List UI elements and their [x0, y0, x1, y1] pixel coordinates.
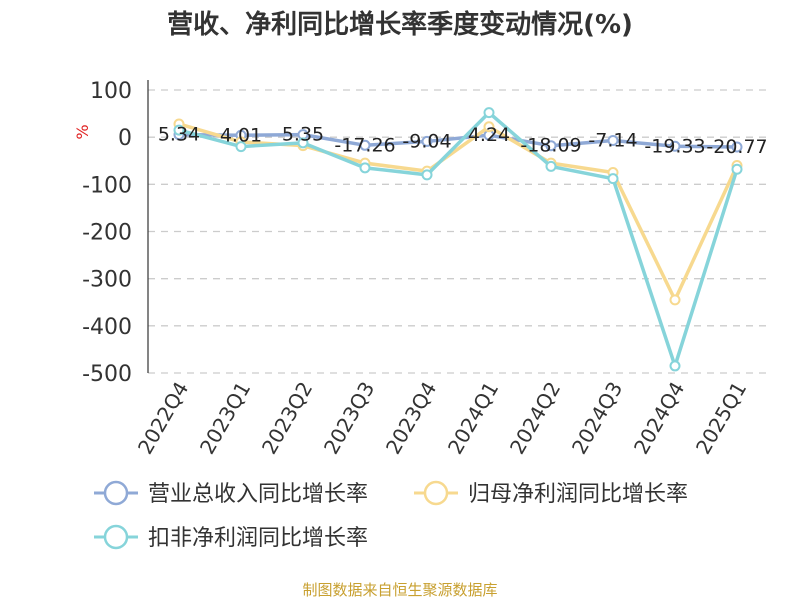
x-tick-label: 2024Q4	[629, 378, 689, 459]
data-point	[421, 135, 433, 147]
legend-label: 营业总收入同比增长率	[148, 482, 368, 507]
data-label: 4.01	[220, 124, 262, 146]
data-label: -19.33	[644, 135, 705, 157]
data-point	[731, 163, 743, 175]
data-point	[545, 160, 557, 172]
data-point	[607, 173, 619, 185]
data-point	[669, 140, 681, 152]
legend-marker	[103, 524, 129, 550]
data-point	[731, 141, 743, 153]
y-tick-label: 0	[118, 126, 132, 151]
data-label: -18.09	[520, 135, 581, 157]
data-label: 5.34	[158, 124, 200, 146]
series-lines	[173, 107, 743, 372]
x-tick-label: 2023Q4	[381, 378, 441, 459]
y-tick-label: -100	[82, 173, 132, 198]
data-label: -7.14	[588, 130, 637, 152]
x-tick-label: 2023Q3	[319, 378, 379, 459]
data-point	[483, 107, 495, 119]
data-label: -20.77	[706, 136, 767, 158]
data-point	[297, 137, 309, 149]
legend-label: 归母净利润同比增长率	[468, 482, 688, 507]
series-line-1	[178, 132, 738, 149]
data-labels: 5.34 4.01 5.35 -17.26 -9.04 4.24 -18.09 -7.14 -1…	[158, 124, 768, 158]
data-point	[173, 124, 185, 136]
data-point	[607, 135, 619, 147]
data-point	[359, 162, 371, 174]
chart-title: 营收、净利同比增长率季度变动情况(%)	[167, 9, 633, 40]
y-tick-label: -200	[82, 221, 132, 246]
data-point	[421, 169, 433, 181]
x-tick-label: 2023Q2	[257, 378, 317, 459]
data-label: 4.24	[468, 124, 510, 146]
data-point	[235, 141, 247, 153]
legend-marker	[423, 480, 449, 506]
y-tick-label: -400	[82, 315, 132, 340]
data-point	[669, 294, 681, 306]
data-point	[545, 140, 557, 152]
x-tick-label: 2025Q1	[691, 378, 751, 459]
data-point	[359, 139, 371, 151]
legend-marker	[103, 480, 129, 506]
y-tick-label: -500	[82, 362, 132, 387]
data-label: -9.04	[402, 130, 451, 152]
x-tick-label: 2024Q3	[567, 378, 627, 459]
legend-label: 扣非净利润同比增长率	[148, 526, 368, 551]
series-line-3	[178, 110, 739, 368]
y-tick-label: 100	[90, 79, 132, 104]
y-axis-unit: %	[73, 124, 92, 139]
x-tick-label: 2024Q2	[505, 378, 565, 459]
x-tick-label: 2024Q1	[443, 378, 503, 459]
data-label: -17.26	[334, 134, 395, 156]
source-note: 制图数据来自恒生聚源数据库	[302, 581, 497, 599]
y-tick-label: -300	[82, 268, 132, 293]
x-tick-label: 2022Q4	[133, 378, 193, 459]
data-label: 5.35	[282, 124, 324, 146]
data-point	[483, 121, 495, 133]
x-tick-label: 2023Q1	[195, 378, 255, 459]
data-point	[669, 360, 681, 372]
